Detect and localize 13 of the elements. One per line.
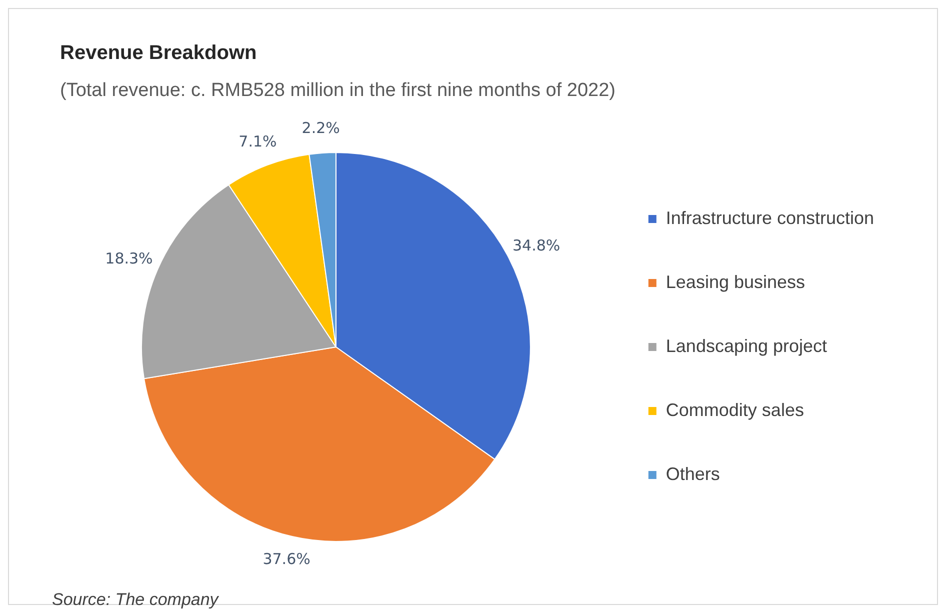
chart-title: Revenue Breakdown [60, 42, 257, 65]
legend-label: Infrastructure construction [666, 208, 874, 228]
legend-label: Commodity sales [666, 400, 804, 420]
legend-label: Landscaping project [666, 336, 828, 356]
data-label: 7.1% [238, 132, 277, 150]
legend-label: Leasing business [666, 272, 806, 292]
source-note: Source: The company [52, 590, 218, 610]
chart-subtitle: (Total revenue: c. RMB528 million in the first nine months of 2022) [60, 80, 616, 102]
legend-label: Others [666, 464, 720, 484]
data-label: 18.3% [105, 249, 153, 268]
data-label: 37.6% [262, 550, 310, 568]
data-label: 34.8% [512, 236, 560, 254]
data-label: 2.2% [302, 118, 340, 137]
